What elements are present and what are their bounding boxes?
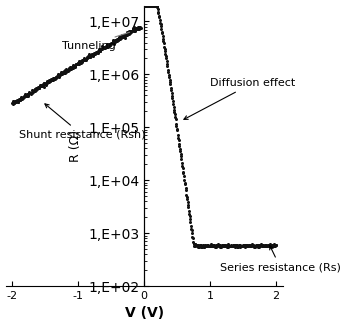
Y-axis label: R (Ω): R (Ω) — [69, 130, 82, 162]
Text: Tunneling: Tunneling — [62, 32, 129, 51]
X-axis label: V (V): V (V) — [125, 306, 164, 320]
Text: Shunt resistance (Rsh): Shunt resistance (Rsh) — [19, 104, 145, 140]
Text: Diffusion effect: Diffusion effect — [184, 78, 295, 119]
Text: Series resistance (Rs): Series resistance (Rs) — [220, 245, 341, 272]
